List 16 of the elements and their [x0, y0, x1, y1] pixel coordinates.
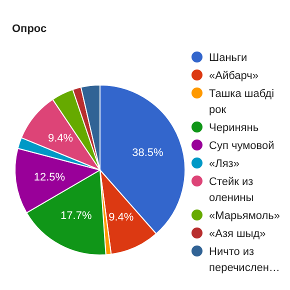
legend-label: Ничто из перечислен…	[209, 246, 280, 274]
legend-label: «Марьямоль»	[209, 210, 280, 222]
legend-label: Черинянь	[209, 122, 259, 134]
legend-label: «Айбарч»	[209, 70, 258, 82]
legend-label: «Ляз»	[209, 158, 240, 170]
data-label: 9.4%	[108, 211, 134, 224]
legend-label: Стейк из оленины	[209, 176, 254, 204]
data-label: 12.5%	[34, 172, 66, 184]
data-label: 38.5%	[132, 146, 164, 159]
legend-label: «Азя шыд»	[209, 228, 266, 240]
legend-label: Суп чумовой	[209, 140, 274, 152]
legend-label: Ташка шабді рок	[209, 88, 274, 116]
legend-label: Шаньги	[209, 52, 248, 64]
data-label: 17.7%	[60, 210, 92, 222]
chart-title: Опрос	[12, 23, 47, 35]
data-label: 9.4%	[48, 132, 74, 145]
